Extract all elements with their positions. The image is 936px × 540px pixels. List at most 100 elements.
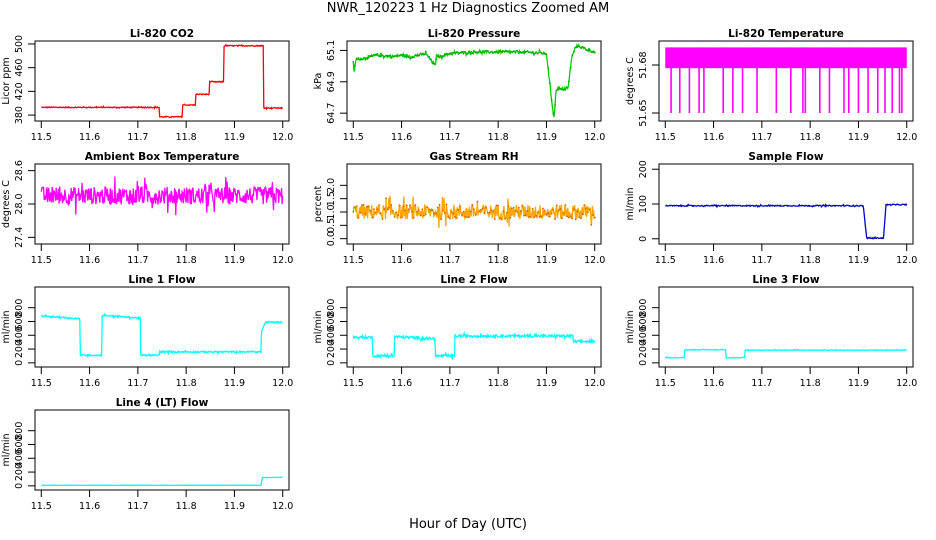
x-tick-label: 11.8 xyxy=(800,255,821,266)
panel-title: Sample Flow xyxy=(748,151,823,163)
data-point xyxy=(448,217,451,220)
data-point xyxy=(402,205,405,208)
data-point xyxy=(573,208,575,211)
data-point xyxy=(555,89,558,92)
data-point xyxy=(492,210,494,213)
data-point xyxy=(493,51,496,54)
data-point xyxy=(481,207,484,210)
y-axis-label: percent xyxy=(313,186,324,223)
data-point xyxy=(519,210,522,212)
x-tick-label: 11.9 xyxy=(224,255,245,266)
x-tick-label: 11.8 xyxy=(176,132,197,143)
data-point xyxy=(426,54,429,57)
data-point xyxy=(464,50,467,53)
data-point xyxy=(552,112,555,115)
y-tick-label: 100 xyxy=(638,195,649,213)
y-tick-label: 2.0 xyxy=(326,178,337,193)
panel-title: Line 1 Flow xyxy=(128,274,195,286)
data-band xyxy=(665,47,907,69)
data-point xyxy=(464,215,467,218)
data-point xyxy=(364,212,367,215)
data-point xyxy=(467,216,470,219)
data-point xyxy=(354,64,356,67)
data-point xyxy=(355,57,358,60)
y-tick-label: 420 xyxy=(14,82,25,100)
data-point xyxy=(376,53,379,55)
x-tick-label: 12.0 xyxy=(272,378,293,389)
plot-frame xyxy=(34,163,290,245)
data-point xyxy=(540,51,543,54)
data-point xyxy=(562,89,565,91)
y-tick-label: 64.7 xyxy=(326,103,337,124)
y-tick-label: 0 xyxy=(14,483,25,489)
data-point xyxy=(590,51,593,53)
data-point xyxy=(571,217,574,220)
data-point xyxy=(581,213,584,216)
data-point xyxy=(573,50,575,53)
data-point xyxy=(379,55,382,58)
panel-title: Ambient Box Temperature xyxy=(85,151,240,163)
data-point xyxy=(592,214,594,216)
x-tick-label: 11.6 xyxy=(391,255,412,266)
x-tick-label: 11.7 xyxy=(127,378,148,389)
x-tick-label: 11.7 xyxy=(127,132,148,143)
plot-frame xyxy=(658,163,914,245)
data-point xyxy=(481,50,484,53)
data-point xyxy=(447,216,450,218)
y-tick-label: 800 xyxy=(14,299,25,317)
data-point xyxy=(548,82,551,85)
x-tick-label: 11.9 xyxy=(224,132,245,143)
data-point xyxy=(567,80,570,83)
y-tick-label: 0 xyxy=(14,360,25,366)
plot-frame xyxy=(346,40,602,122)
data-point xyxy=(367,205,370,208)
y-axis-label: ml/min xyxy=(1,433,12,466)
data-point xyxy=(361,58,363,61)
data-point xyxy=(411,210,413,213)
data-point xyxy=(585,49,587,51)
data-point xyxy=(473,49,475,52)
x-tick-label: 11.6 xyxy=(703,132,724,143)
panel-9: Line 4 (LT) Flow 11.5 11.6 11.7 11.8 11.9 12.0… xyxy=(1,397,293,512)
y-tick-label: 0.5 xyxy=(326,218,337,233)
data-point xyxy=(405,56,408,58)
data-point xyxy=(361,204,363,206)
data-point xyxy=(397,214,400,217)
x-tick-label: 11.9 xyxy=(536,255,557,266)
y-tick-label: 500 xyxy=(14,35,25,53)
plot-frame xyxy=(34,409,290,491)
data-point xyxy=(517,52,520,54)
data-point xyxy=(469,210,472,213)
data-point xyxy=(555,204,558,207)
data-point xyxy=(412,216,415,219)
data-point xyxy=(533,216,536,219)
data-point xyxy=(545,53,548,56)
data-point xyxy=(483,211,486,214)
data-point xyxy=(383,208,386,210)
data-point xyxy=(528,215,531,218)
data-point xyxy=(524,214,527,217)
panel-title: Line 2 Flow xyxy=(440,274,507,286)
data-series xyxy=(664,348,907,360)
data-point xyxy=(490,209,493,212)
data-point xyxy=(416,55,418,57)
data-point xyxy=(392,55,394,58)
data-point xyxy=(390,204,393,206)
x-tick-label: 11.6 xyxy=(703,255,724,266)
x-tick-label: 11.9 xyxy=(224,378,245,389)
data-point xyxy=(540,215,543,218)
data-point xyxy=(512,206,515,209)
y-tick-label: 0 xyxy=(638,360,649,366)
data-point xyxy=(357,57,360,60)
data-point xyxy=(478,50,481,53)
data-point xyxy=(466,52,469,55)
data-point xyxy=(486,211,489,214)
plot-frame xyxy=(346,286,602,368)
data-point xyxy=(371,216,374,219)
panel-8: Line 3 Flow 11.5 11.6 11.7 11.8 11.9 12.0 0 2004… xyxy=(625,274,917,389)
data-point xyxy=(497,52,500,54)
data-point xyxy=(507,50,510,53)
data-point xyxy=(554,218,556,220)
data-point xyxy=(461,50,463,53)
data-point xyxy=(559,208,562,210)
